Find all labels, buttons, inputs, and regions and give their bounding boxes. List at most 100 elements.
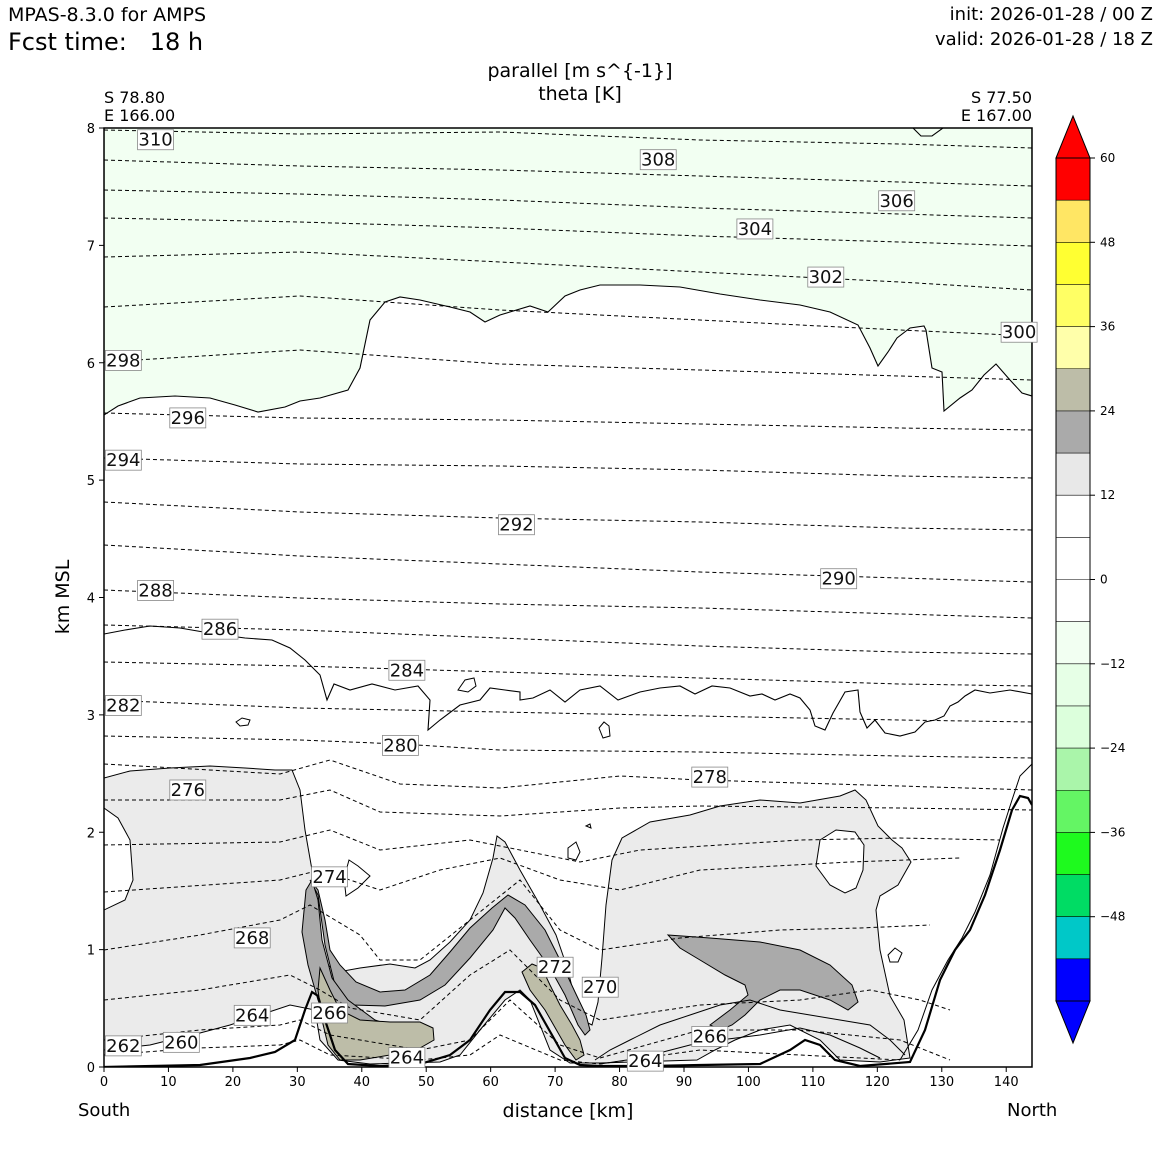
positive-wind-hole bbox=[104, 807, 134, 911]
theta-line bbox=[104, 949, 951, 1021]
x-tick-label: 70 bbox=[547, 1075, 564, 1090]
start-lat: S 78.80 bbox=[104, 88, 166, 107]
contour-label: 274 bbox=[312, 867, 346, 888]
colorbar-bin bbox=[1056, 874, 1090, 917]
colorbar-tick-label: 0 bbox=[1100, 573, 1108, 587]
x-tick-label: 10 bbox=[160, 1075, 177, 1090]
contour-label-box bbox=[498, 514, 535, 536]
theta-line bbox=[104, 829, 1001, 863]
contour-label-box bbox=[878, 190, 916, 212]
contour-label-box bbox=[311, 866, 348, 888]
theta-line bbox=[104, 159, 1032, 187]
contour-label-box bbox=[169, 407, 207, 429]
colorbar-bin bbox=[1056, 916, 1090, 959]
terrain-outline-upper bbox=[899, 763, 1032, 1061]
start-lon: E 166.00 bbox=[104, 106, 176, 125]
contour-label: 282 bbox=[106, 695, 140, 716]
contour-label: 306 bbox=[879, 191, 913, 212]
theta-line bbox=[104, 217, 1032, 247]
theta-line bbox=[104, 349, 1032, 381]
end-point-label: S 77.50 E 167.00 bbox=[961, 89, 1032, 125]
small-contour bbox=[584, 823, 592, 829]
colorbar-tick-label: −48 bbox=[1100, 910, 1125, 924]
contour-label: 298 bbox=[106, 350, 140, 371]
theta-line bbox=[104, 457, 1032, 479]
contour-label-box bbox=[311, 1002, 348, 1024]
contour-label-box bbox=[104, 350, 142, 371]
contour-label: 264 bbox=[235, 1005, 269, 1026]
negative-wind-patch bbox=[912, 128, 944, 137]
colorbar-bin bbox=[1056, 832, 1090, 875]
x-tick-label: 40 bbox=[354, 1075, 371, 1090]
colorbar-bin bbox=[1056, 242, 1090, 285]
theta-line bbox=[104, 129, 1032, 149]
contour-label: 276 bbox=[171, 780, 205, 801]
contour-label: 266 bbox=[312, 1003, 346, 1024]
y-axis-ticks: 0 1 2 3 4 5 6 7 8 bbox=[87, 122, 104, 1076]
contour-label-box bbox=[691, 1026, 729, 1047]
contour-label: 300 bbox=[1002, 322, 1036, 343]
theta-line bbox=[104, 1034, 901, 1065]
theta-line bbox=[104, 251, 1032, 291]
init-time-label: init: 2026-01-28 / 00 Z bbox=[949, 4, 1153, 25]
contour-label-box bbox=[691, 766, 729, 788]
contour-label: 290 bbox=[821, 569, 855, 590]
x-tick-label: 90 bbox=[676, 1075, 693, 1090]
theta-line bbox=[104, 857, 961, 893]
colorbar-extend-high bbox=[1055, 114, 1091, 159]
colorbar-tick-label: 24 bbox=[1100, 404, 1115, 418]
theta-line bbox=[104, 501, 1032, 531]
colorbar-bin bbox=[1056, 368, 1090, 411]
theta-line bbox=[104, 661, 1032, 687]
x-tick-label: 20 bbox=[225, 1075, 242, 1090]
theta-contour-labels: 310 308 306 304 302 300 298 296 294 292 290 288 286 2… bbox=[104, 129, 1038, 1072]
colorbar-bin bbox=[1056, 748, 1090, 791]
theta-line bbox=[104, 544, 1032, 583]
y-tick-label: 4 bbox=[87, 592, 95, 607]
wind-contour bbox=[594, 999, 906, 1061]
contour-label-box bbox=[104, 695, 142, 716]
colorbar-bin bbox=[1056, 200, 1090, 243]
colorbar-bin bbox=[1056, 537, 1090, 580]
x-tick-label: 60 bbox=[482, 1075, 499, 1090]
contour-label: 288 bbox=[138, 580, 172, 601]
contour-label: 278 bbox=[693, 767, 727, 788]
contour-label: 280 bbox=[383, 735, 417, 756]
positive-wind-hole bbox=[815, 829, 865, 894]
contour-label-box bbox=[137, 580, 174, 601]
contour-label: 310 bbox=[138, 130, 172, 151]
south-direction-label: South bbox=[78, 1100, 131, 1121]
contour-label-box bbox=[104, 449, 142, 471]
contour-label: 270 bbox=[583, 977, 617, 998]
colorbar-bin bbox=[1056, 495, 1090, 538]
y-tick-label: 2 bbox=[87, 826, 95, 841]
colorbar-bin bbox=[1056, 790, 1090, 833]
colorbar-bin bbox=[1056, 326, 1090, 369]
y-tick-label: 5 bbox=[87, 474, 95, 489]
colorbar-bin bbox=[1056, 705, 1090, 749]
contour-label: 308 bbox=[641, 150, 675, 171]
colorbar-bin bbox=[1056, 579, 1090, 622]
contour-label-box bbox=[201, 618, 239, 640]
colorbar-tick-label: −36 bbox=[1100, 825, 1125, 839]
plot-area bbox=[104, 128, 1032, 1067]
north-direction-label: North bbox=[1007, 1100, 1058, 1121]
contour-label-box bbox=[233, 1004, 271, 1026]
theta-line bbox=[104, 189, 1032, 219]
contour-label: 292 bbox=[499, 515, 533, 536]
x-tick-label: 120 bbox=[865, 1075, 890, 1090]
colorbar-bin bbox=[1056, 958, 1090, 1001]
small-contour bbox=[457, 677, 477, 693]
colorbar-tick-label: 36 bbox=[1100, 320, 1115, 334]
theta-line bbox=[104, 999, 951, 1061]
x-tick-label: 100 bbox=[736, 1075, 761, 1090]
contour-label: 284 bbox=[390, 660, 424, 681]
forecast-time-label: Fcst time: 18 h bbox=[8, 28, 204, 56]
x-tick-label: 110 bbox=[800, 1075, 825, 1090]
strong-wind-region bbox=[666, 934, 859, 1031]
y-tick-label: 3 bbox=[87, 709, 95, 724]
y-tick-label: 1 bbox=[87, 944, 95, 959]
contour-label: 302 bbox=[809, 267, 843, 288]
theta-line bbox=[104, 624, 1032, 655]
colorbar-bin bbox=[1056, 453, 1090, 496]
